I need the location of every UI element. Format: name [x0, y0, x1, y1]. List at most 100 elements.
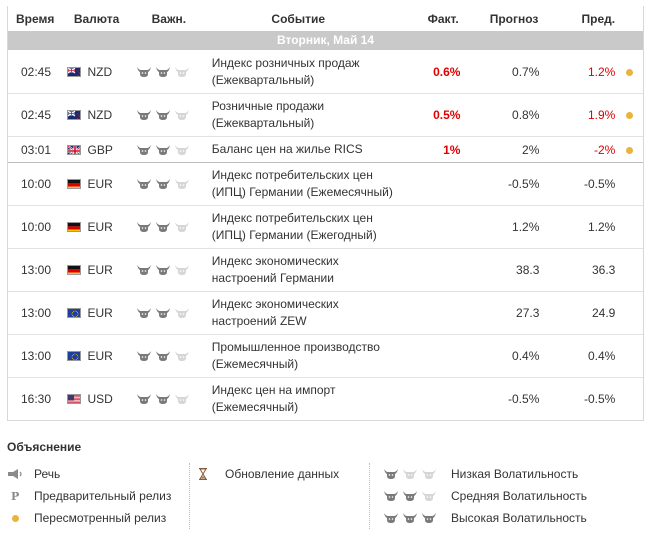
table-row[interactable]: 10:00 EUR Индекс потребительских цен (ИПЦ) …: [8, 205, 643, 248]
row-event-link[interactable]: Индекс экономических настроений ZEW: [211, 297, 339, 328]
flag-us-icon: [66, 394, 81, 404]
revised-dot-icon: [625, 146, 633, 154]
table-row[interactable]: 13:00 EUR Индекс экономических настроений Z…: [8, 291, 643, 334]
table-row[interactable]: 02:45 NZD Розничные продажи (Ежеквартальный…: [8, 93, 643, 136]
row-previous: -0.5%: [584, 392, 616, 406]
row-currency: USD: [58, 392, 127, 406]
row-forecast: 0.7%: [512, 64, 540, 79]
legend-medium-label: Средняя Волатильность: [451, 489, 588, 503]
row-forecast: -0.5%: [508, 177, 540, 191]
row-time: 02:45: [21, 64, 52, 79]
row-event-link[interactable]: Индекс розничных продаж (Ежеквартальный): [211, 55, 360, 87]
legend-high-label: Высокая Волатильность: [451, 511, 587, 525]
row-forecast: 0.4%: [512, 349, 540, 363]
row-revised: [615, 108, 643, 122]
row-importance-icon: [127, 66, 206, 78]
table-row[interactable]: 10:00 EUR Индекс потребительских цен (ИПЦ) …: [8, 162, 643, 205]
table-row[interactable]: 13:00 EUR Индекс экономических настроений Г…: [8, 248, 643, 291]
row-event-link[interactable]: Промышленное производство (Ежемесячный): [211, 340, 380, 371]
row-forecast: 1.2%: [512, 220, 540, 234]
legend-revised: Пересмотренный релиз: [7, 507, 189, 529]
table-row[interactable]: 03:01 GBP Баланс цен на жилье RICS 1% 2% -2%: [8, 136, 643, 162]
row-importance-icon: [127, 350, 206, 362]
revised-dot-icon: [625, 68, 633, 76]
row-currency: EUR: [58, 306, 127, 320]
row-currency: NZD: [58, 65, 127, 79]
row-event-link[interactable]: Баланс цен на жилье RICS: [211, 142, 363, 156]
flag-nz-icon: [66, 66, 81, 77]
row-event-link[interactable]: Индекс потребительских цен (ИПЦ) Германии…: [211, 211, 377, 242]
row-event-link[interactable]: Индекс потребительских цен (ИПЦ) Германии…: [211, 168, 393, 199]
row-previous: 1.9%: [588, 108, 616, 122]
row-importance-icon: [127, 264, 206, 276]
header-importance[interactable]: Важн.: [151, 11, 187, 26]
row-time: 10:00: [21, 177, 52, 191]
row-previous: -0.5%: [584, 177, 616, 191]
legend-speech: Речь: [7, 463, 189, 485]
row-currency: EUR: [58, 177, 127, 191]
row-actual: 1%: [443, 142, 461, 157]
legend-preliminary: P Предварительный релиз: [7, 485, 189, 507]
row-time: 13:00: [21, 263, 52, 277]
legend-column-volatility: Низкая Волатильность Средняя Волатильнос…: [369, 463, 587, 529]
day-separator: Вторник, Май 14: [8, 31, 643, 50]
legend-data-update: Обновление данных: [198, 463, 369, 485]
flag-de-icon: [66, 265, 81, 275]
row-time: 03:01: [21, 142, 52, 157]
row-forecast: -0.5%: [508, 392, 540, 406]
legend-medium: Средняя Волатильность: [378, 485, 587, 507]
hourglass-icon: [198, 468, 220, 480]
legend-column-release: Речь P Предварительный релиз Пересмотрен…: [7, 463, 189, 529]
row-actual: 0.6%: [433, 64, 461, 79]
row-importance-icon: [127, 109, 206, 121]
row-importance-icon: [127, 307, 206, 319]
row-importance-icon: [127, 178, 206, 190]
revised-dot-icon: [625, 112, 633, 119]
legend-column-update: Обновление данных: [189, 463, 369, 529]
header-actual[interactable]: Факт.: [427, 11, 459, 26]
legend-high: Высокая Волатильность: [378, 507, 587, 529]
row-event-link[interactable]: Индекс экономических настроений Германии: [211, 254, 339, 285]
row-time: 13:00: [21, 306, 52, 320]
legend-low: Низкая Волатильность: [378, 463, 587, 485]
table-row[interactable]: 02:45 NZD Индекс розничных продаж (Ежекварт…: [8, 50, 643, 93]
flag-de-icon: [66, 179, 81, 189]
row-event-link[interactable]: Розничные продажи (Ежеквартальный): [211, 99, 325, 130]
row-time: 13:00: [21, 349, 52, 363]
table-row[interactable]: 16:30 USD Индекс цен на импорт (Ежемесячный…: [8, 377, 643, 420]
header-event[interactable]: Событие: [271, 11, 326, 26]
row-currency: NZD: [58, 108, 127, 122]
header-currency[interactable]: Валюта: [73, 11, 120, 26]
flag-gb-icon: [66, 144, 81, 155]
row-time: 10:00: [21, 220, 52, 234]
medium-volatility-icon: [383, 490, 437, 502]
row-currency: EUR: [58, 263, 127, 277]
row-forecast: 38.3: [516, 263, 540, 277]
row-revised: [615, 65, 643, 79]
header-forecast[interactable]: Прогноз: [489, 11, 539, 26]
row-previous: 24.9: [592, 306, 616, 320]
legend-data-update-label: Обновление данных: [225, 467, 340, 481]
row-time: 02:45: [21, 108, 52, 122]
row-importance-icon: [127, 221, 206, 233]
table-header: Время Валюта Важн. Событие Факт. Прогноз…: [8, 6, 643, 31]
row-currency: EUR: [58, 349, 127, 363]
row-actual: 0.5%: [433, 108, 461, 122]
flag-nz-icon: [66, 110, 81, 120]
row-previous: -2%: [594, 142, 616, 157]
legend-preliminary-label: Предварительный релиз: [34, 489, 172, 503]
legend-speech-label: Речь: [34, 467, 61, 481]
row-previous: 1.2%: [588, 64, 616, 79]
row-revised: [615, 143, 643, 157]
legend-revised-label: Пересмотренный релиз: [34, 511, 167, 525]
row-importance-icon: [127, 144, 206, 156]
event-rows: 02:45 NZD Индекс розничных продаж (Ежекварт…: [8, 50, 643, 420]
row-previous: 1.2%: [588, 220, 616, 234]
row-forecast: 2%: [522, 142, 540, 157]
header-previous[interactable]: Пред.: [581, 11, 616, 26]
table-row[interactable]: 13:00 EUR Промышленное производство (Ежемес…: [8, 334, 643, 377]
high-volatility-icon: [383, 512, 437, 524]
row-event-link[interactable]: Индекс цен на импорт (Ежемесячный): [211, 383, 336, 414]
legend-title: Объяснение: [7, 440, 82, 454]
header-time[interactable]: Время: [16, 11, 55, 26]
